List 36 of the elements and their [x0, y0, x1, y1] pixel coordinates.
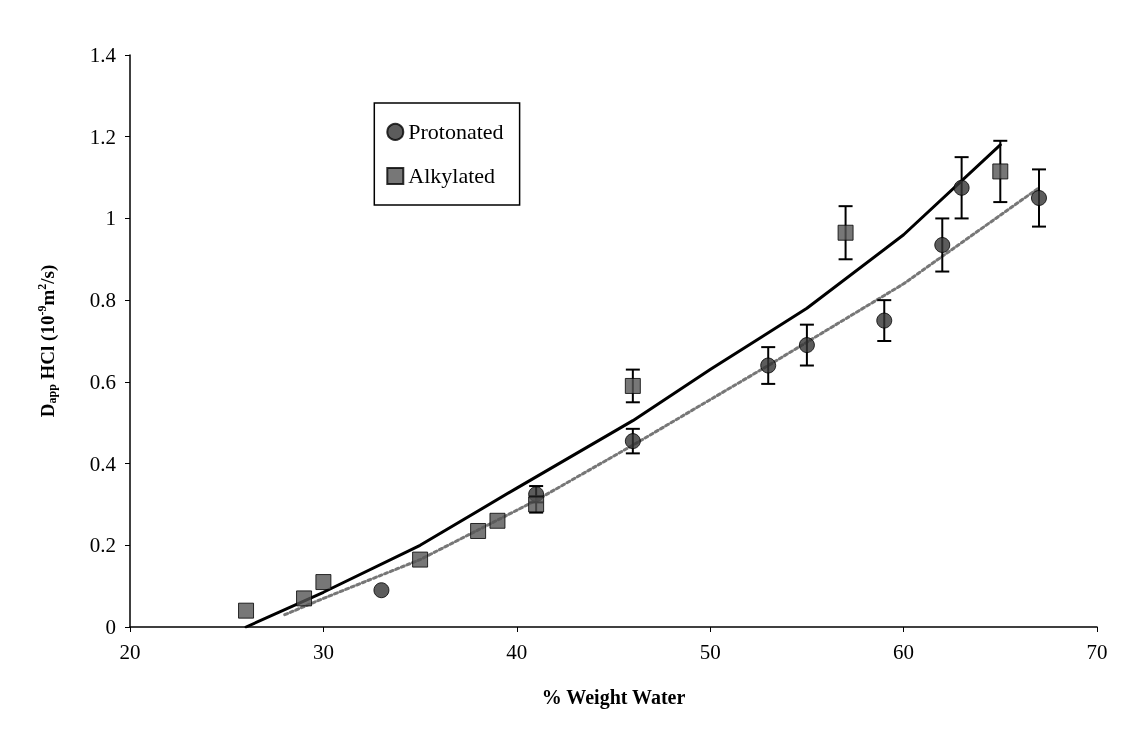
point	[296, 590, 313, 607]
x-tick-label: 40	[506, 639, 528, 664]
x-axis-title: % Weight Water	[541, 686, 686, 709]
y-tick-label: 1.2	[89, 124, 116, 149]
y-tick-label: 0.6	[89, 369, 116, 394]
point	[624, 377, 641, 394]
point	[624, 433, 641, 450]
point	[837, 224, 854, 241]
point	[373, 582, 390, 599]
y-axis-title: Dapp HCl (10-9m2/s)	[35, 264, 59, 418]
x-tick-label: 30	[312, 639, 334, 664]
x-tick-label: 50	[699, 639, 721, 664]
legend-label: Alkylated	[408, 163, 496, 189]
point	[1031, 190, 1047, 206]
x-tick-label: 70	[1086, 639, 1108, 664]
legend-label: Protonated	[408, 119, 504, 145]
point	[238, 602, 255, 619]
point	[489, 512, 506, 529]
line-series	[283, 186, 1041, 617]
y-tick-label: 0.8	[89, 288, 116, 313]
x-tick-label: 20	[119, 639, 141, 664]
point	[412, 551, 429, 568]
y-tick-label: 0	[105, 615, 116, 639]
point	[992, 163, 1009, 180]
point	[798, 337, 815, 354]
y-tick-label: 0.4	[89, 451, 117, 476]
point	[470, 522, 487, 539]
point	[760, 357, 777, 374]
x-tick-label: 60	[893, 639, 915, 664]
point	[953, 179, 970, 196]
point	[315, 574, 332, 591]
point	[876, 312, 893, 329]
point	[934, 236, 951, 253]
y-tick-label: 1.4	[89, 43, 117, 67]
y-tick-label: 1	[105, 206, 116, 231]
y-tick-label: 0.2	[89, 533, 116, 558]
